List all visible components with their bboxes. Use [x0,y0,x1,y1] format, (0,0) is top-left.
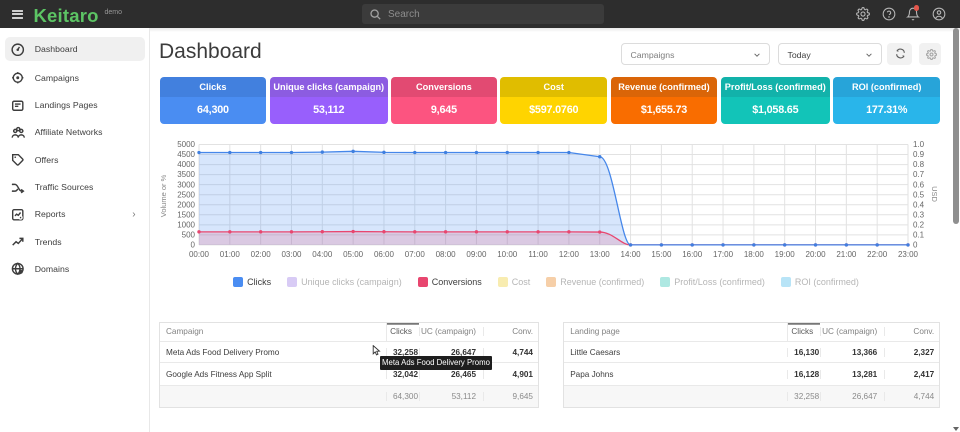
svg-text:09:00: 09:00 [466,250,487,259]
svg-text:11:00: 11:00 [528,250,548,259]
svg-text:4500: 4500 [177,150,195,159]
svg-text:0: 0 [191,241,196,250]
svg-text:17:00: 17:00 [713,250,734,259]
svg-text:0.9: 0.9 [913,150,925,159]
svg-text:0.5: 0.5 [913,190,925,199]
svg-text:19:00: 19:00 [775,250,796,259]
svg-text:12:00: 12:00 [559,250,580,259]
svg-text:08:00: 08:00 [436,250,457,259]
svg-text:16:00: 16:00 [682,250,703,259]
svg-text:07:00: 07:00 [405,250,426,259]
svg-text:0.7: 0.7 [913,170,925,179]
svg-text:20:00: 20:00 [806,250,827,259]
svg-text:0.6: 0.6 [913,180,925,189]
svg-text:0: 0 [913,241,918,250]
svg-text:0.3: 0.3 [913,210,925,219]
svg-text:3500: 3500 [177,170,195,179]
svg-text:0.4: 0.4 [913,200,925,209]
svg-text:0.1: 0.1 [913,230,925,239]
svg-text:00:00: 00:00 [189,250,210,259]
svg-text:13:00: 13:00 [590,250,611,259]
svg-text:1.0: 1.0 [913,140,925,149]
svg-text:22:00: 22:00 [867,250,888,259]
svg-text:2000: 2000 [177,200,195,209]
svg-text:15:00: 15:00 [651,250,672,259]
svg-text:0.2: 0.2 [913,220,925,229]
svg-text:06:00: 06:00 [374,250,395,259]
svg-text:USD: USD [930,186,939,202]
svg-text:5000: 5000 [177,140,195,149]
svg-text:14:00: 14:00 [621,250,642,259]
svg-text:2500: 2500 [177,190,195,199]
svg-text:500: 500 [182,230,196,239]
svg-text:21:00: 21:00 [836,250,857,259]
svg-text:Volume or %: Volume or % [159,174,168,217]
svg-text:18:00: 18:00 [744,250,765,259]
svg-text:3000: 3000 [177,180,195,189]
svg-text:01:00: 01:00 [220,250,241,259]
svg-text:23:00: 23:00 [898,250,919,259]
svg-text:1500: 1500 [177,210,195,219]
svg-text:05:00: 05:00 [343,250,364,259]
svg-text:4000: 4000 [177,160,195,169]
svg-text:0.8: 0.8 [913,160,925,169]
svg-text:04:00: 04:00 [312,250,333,259]
svg-text:10:00: 10:00 [497,250,518,259]
svg-text:02:00: 02:00 [251,250,272,259]
svg-text:03:00: 03:00 [281,250,302,259]
svg-text:1000: 1000 [177,220,195,229]
